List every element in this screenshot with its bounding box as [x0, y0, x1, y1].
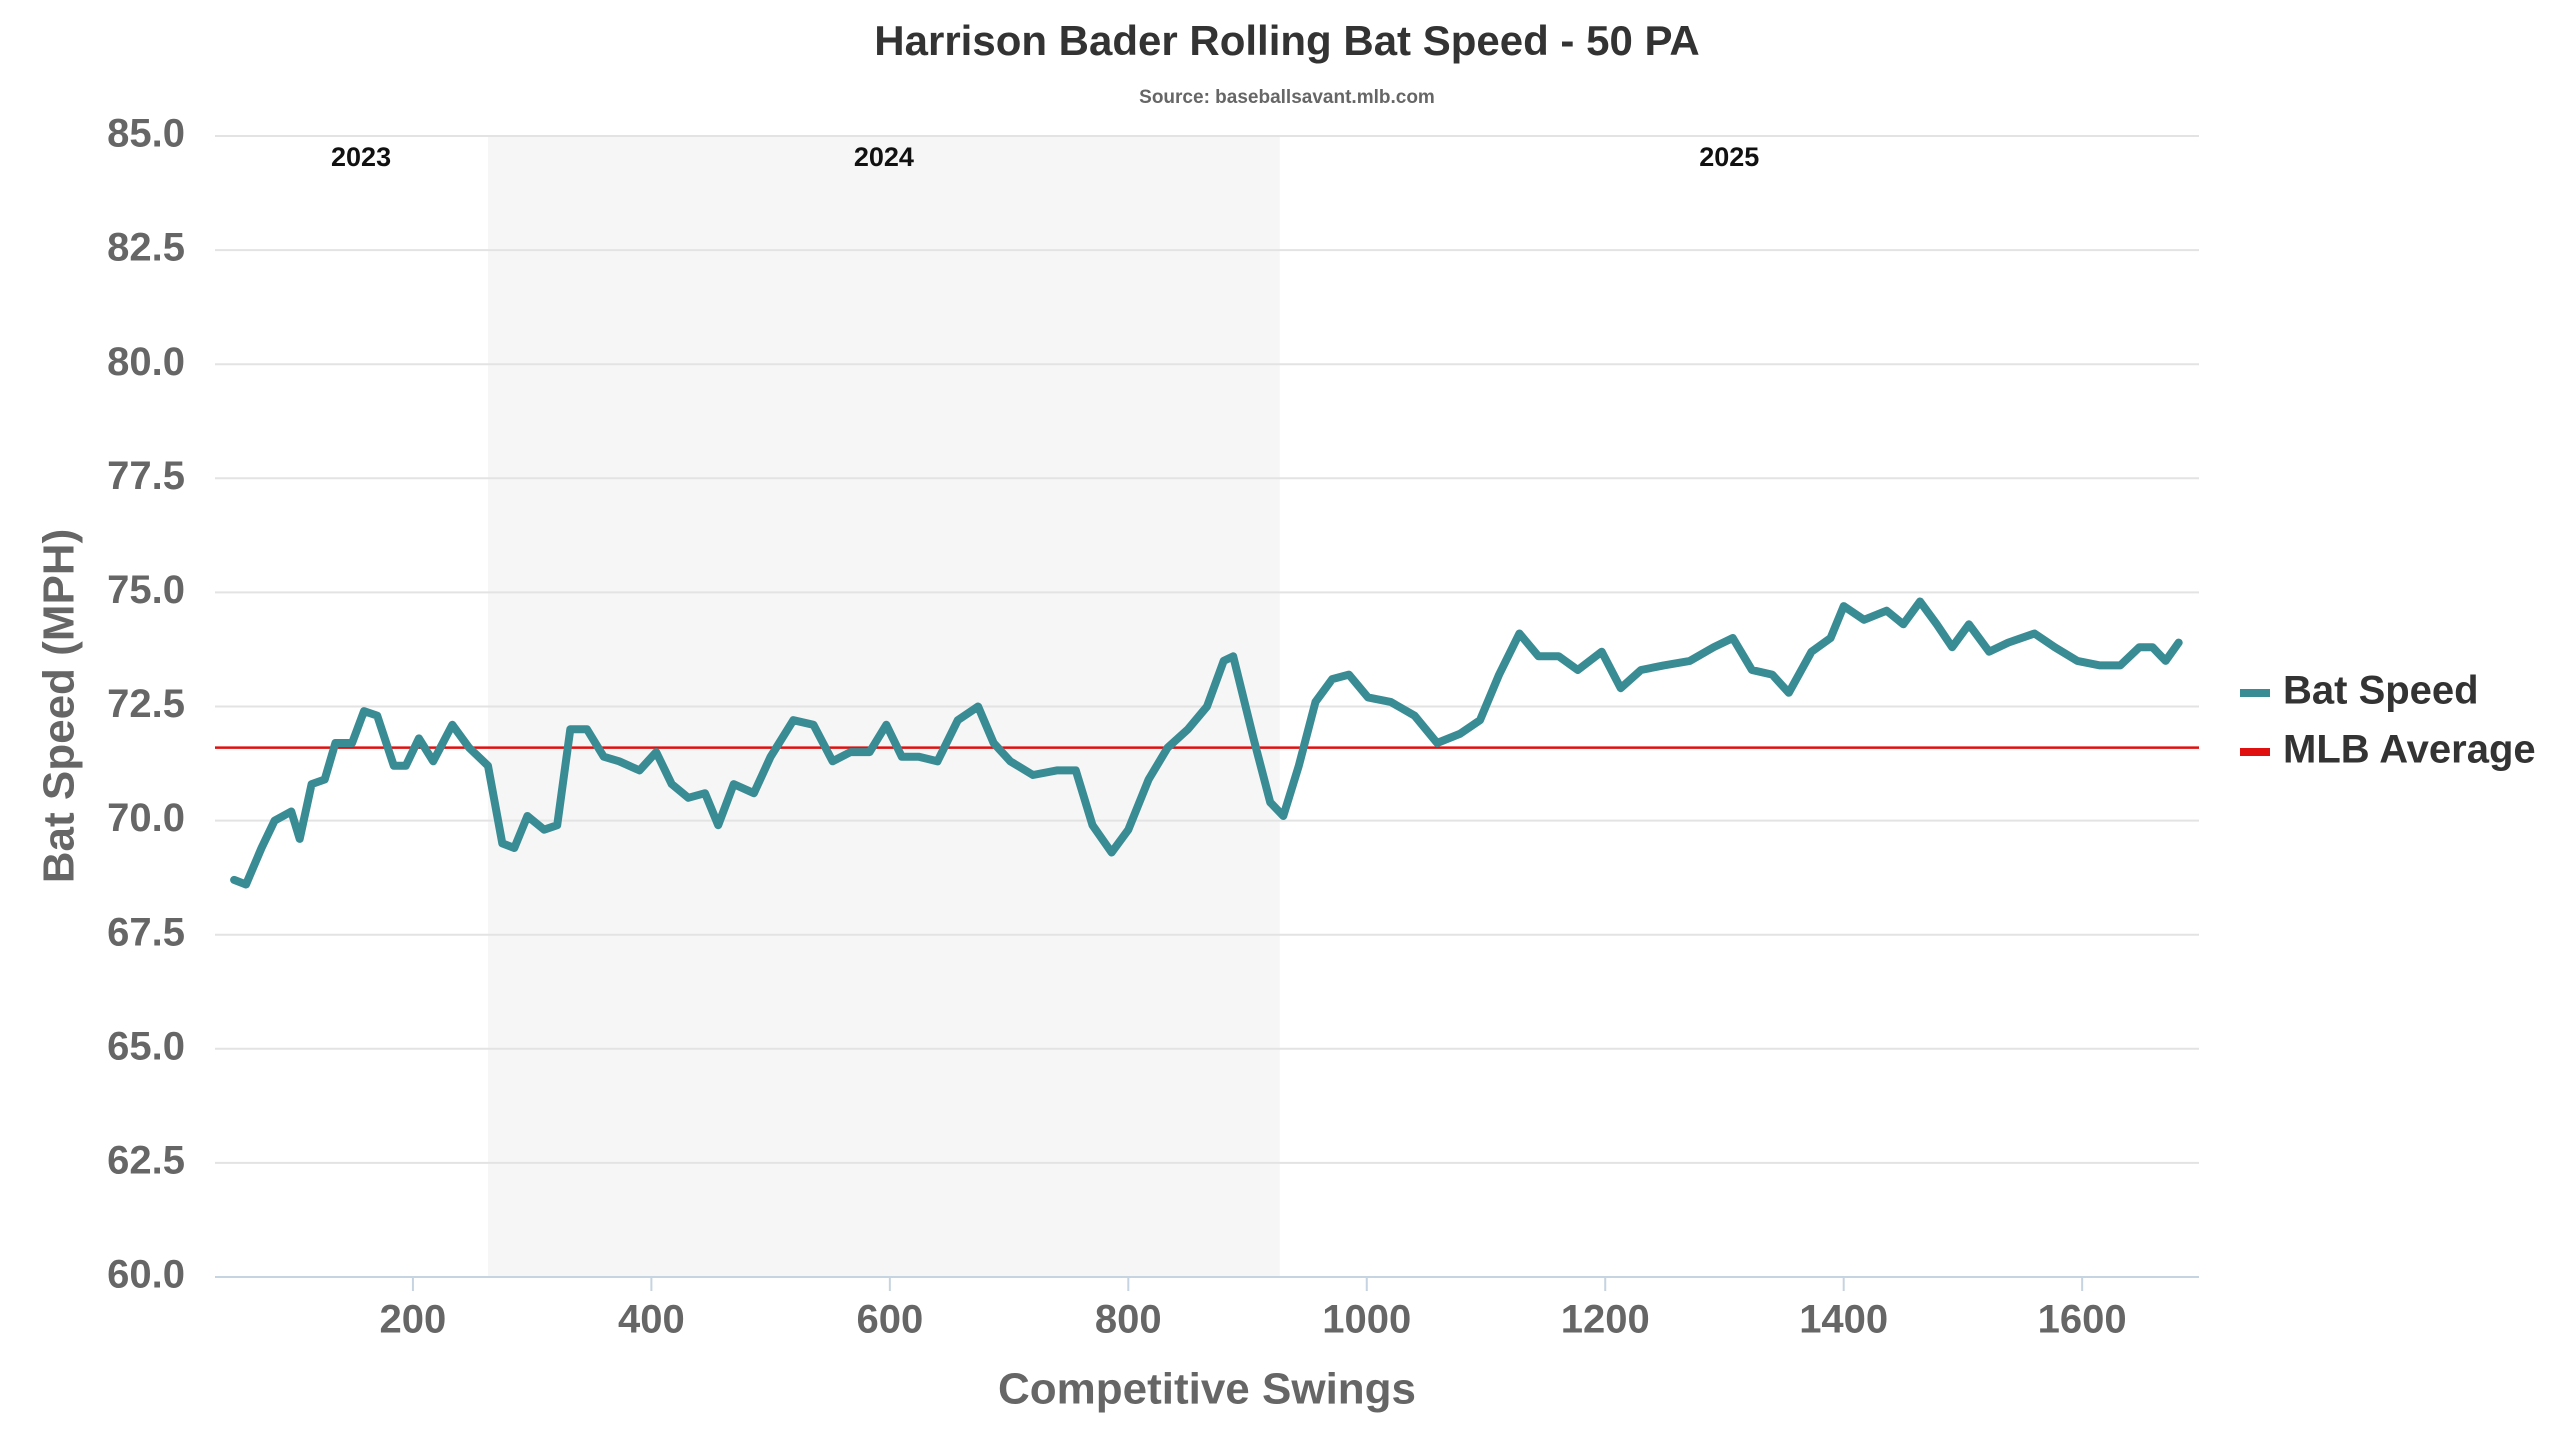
x-tick-label: 800 [1095, 1298, 1162, 1342]
x-tick-label: 1000 [1322, 1298, 1411, 1342]
background-layer [215, 135, 2199, 1277]
legend-label: Bat Speed [2283, 669, 2479, 713]
chart-subtitle: Source: baseballsavant.mlb.com [1139, 87, 1435, 108]
y-tick-label: 65.0 [107, 1024, 185, 1068]
y-tick-label: 85.0 [107, 112, 185, 156]
y-tick-label: 80.0 [107, 340, 185, 384]
legend-label: MLB Average [2283, 728, 2536, 772]
x-tick-label: 1200 [1561, 1298, 1650, 1342]
y-tick-label: 72.5 [107, 682, 185, 726]
x-tick-label: 600 [856, 1298, 923, 1342]
y-tick-label: 67.5 [107, 910, 185, 954]
season-label: 2025 [1699, 142, 1759, 172]
y-tick-label: 70.0 [107, 796, 185, 840]
season-label: 2024 [854, 142, 914, 172]
x-tick-label: 1600 [2038, 1298, 2127, 1342]
y-tick-label: 75.0 [107, 568, 185, 612]
season-label: 2023 [331, 142, 391, 172]
x-tick-label: 400 [618, 1298, 685, 1342]
x-tick-label: 1400 [1799, 1298, 1888, 1342]
y-tick-label: 62.5 [107, 1138, 185, 1182]
y-tick-label: 82.5 [107, 226, 185, 270]
y-tick-label: 77.5 [107, 454, 185, 498]
x-axis-title: Competitive Swings [998, 1365, 1416, 1414]
bat-speed-line [230, 597, 2183, 889]
x-tick-label: 200 [380, 1298, 447, 1342]
y-axis-title: Bat Speed (MPH) [35, 529, 84, 883]
chart-title: Harrison Bader Rolling Bat Speed - 50 PA [874, 17, 1699, 64]
y-tick-label: 60.0 [107, 1253, 185, 1297]
